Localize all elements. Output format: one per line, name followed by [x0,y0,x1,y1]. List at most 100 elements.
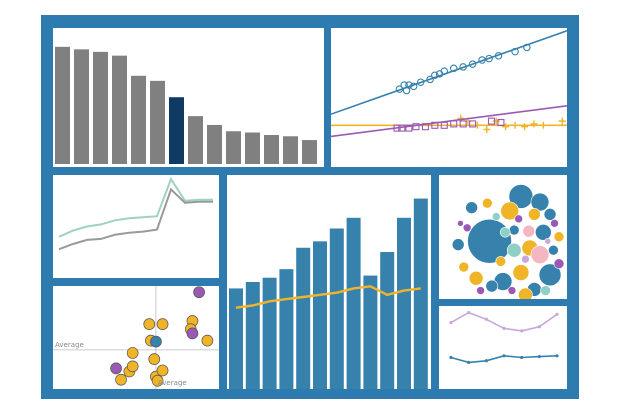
point-circle-12 [459,63,467,71]
point-plus-6 [502,123,510,131]
quadrant-point-12 [110,362,122,375]
combo-bar-12 [413,198,428,389]
bubble-36 [457,220,464,227]
small-line-point-1-4 [502,326,506,331]
combo-bar-3 [262,277,277,389]
bar-5 [131,75,146,164]
small-line-point-2-3 [484,359,488,363]
point-plus-5 [492,117,500,125]
bar-11 [245,132,260,164]
point-square-7 [440,121,448,129]
bar-4 [112,55,127,164]
scatter-trend-svg [331,30,567,138]
bubble-14 [500,201,520,221]
small-line-point-2-4 [502,354,506,358]
scatter-trend-chart [331,28,567,167]
bar-7 [169,97,184,164]
point-square-10 [469,120,477,128]
bubble-10 [451,238,465,251]
combo-bar-5 [296,247,311,389]
bubble-34 [550,219,559,228]
point-circle-8 [431,71,439,80]
small-line-point-1-3 [484,317,488,321]
bubble-32 [462,223,472,233]
small-line-svg [449,311,559,365]
bubble-28 [540,285,551,296]
packed-bubble-svg [451,184,565,299]
bubble-9 [543,208,557,221]
point-circle-16 [494,52,503,60]
small-line-point-1-1 [449,321,453,325]
point-circle-11 [449,64,458,73]
ranked-bar-svg [55,46,317,165]
point-plus-3 [473,121,481,129]
bar-14 [302,140,317,164]
point-circle-14 [478,56,486,64]
combo-bar-10 [380,252,395,389]
point-circle-18 [523,43,531,52]
bar-10 [226,131,241,164]
bar-3 [93,51,108,164]
quadrant-point-18 [151,374,164,387]
bubble-12 [485,279,499,293]
point-square-1 [393,124,401,132]
point-plus-9 [530,120,538,128]
bubble-4 [538,263,562,287]
combo-bar-11 [397,217,411,389]
ranked-bar-chart [53,28,324,167]
bubble-23 [495,256,507,267]
bubble-37 [521,254,530,264]
point-square-3 [405,124,413,132]
bar-1 [55,46,70,164]
bubble-20 [458,261,470,273]
bar-8 [188,116,203,164]
quadrant-point-17 [156,364,169,377]
point-plus-11 [558,117,566,125]
combo-bar-2 [245,282,260,389]
quadrant-scatter-chart: Average Average [53,286,219,389]
average-label-x: Average [158,379,187,387]
combo-bar-7 [329,228,344,389]
point-circle-17 [511,47,519,56]
bubble-38 [544,237,552,245]
quadrant-point-6 [143,318,156,330]
bubble-33 [476,286,485,295]
quadrant-point-5 [201,334,214,347]
point-circle-13 [468,60,477,68]
bubble-11 [508,224,520,236]
point-circle-6 [416,78,425,86]
quadrant-point-7 [156,318,169,330]
combo-bar-9 [363,275,378,389]
point-square-11 [487,117,496,125]
quadrant-point-15 [115,373,127,386]
bubble-27 [499,226,511,238]
point-plus-8 [521,123,529,131]
quadrant-point-10 [126,347,139,359]
point-square-8 [450,120,458,128]
bubble-18 [528,208,541,221]
two-line-chart [53,175,219,278]
bubble-35 [507,286,517,295]
small-line-chart [439,306,567,389]
small-line-point-2-7 [555,354,559,358]
quadrant-point-11 [148,353,161,365]
point-square-12 [497,118,505,127]
bubble-26 [506,242,522,258]
quadrant-point-9 [150,335,162,348]
bar-12 [264,135,279,164]
bubble-8 [465,201,478,214]
small-line-point-1-5 [520,329,524,333]
quadrant-scatter-svg: Average Average [53,286,219,389]
small-line-point-1-7 [555,312,559,316]
bar-13 [283,136,298,164]
bar-2 [74,49,89,165]
quadrant-point-4 [186,327,199,340]
bubble-17 [468,270,484,286]
combo-bar-4 [279,269,294,389]
quadrant-point-1 [193,286,205,299]
point-circle-10 [440,67,449,75]
bubble-1 [467,218,512,264]
bubble-3 [530,192,550,212]
combo-bar-6 [313,241,327,389]
trend-line-2 [331,105,567,138]
